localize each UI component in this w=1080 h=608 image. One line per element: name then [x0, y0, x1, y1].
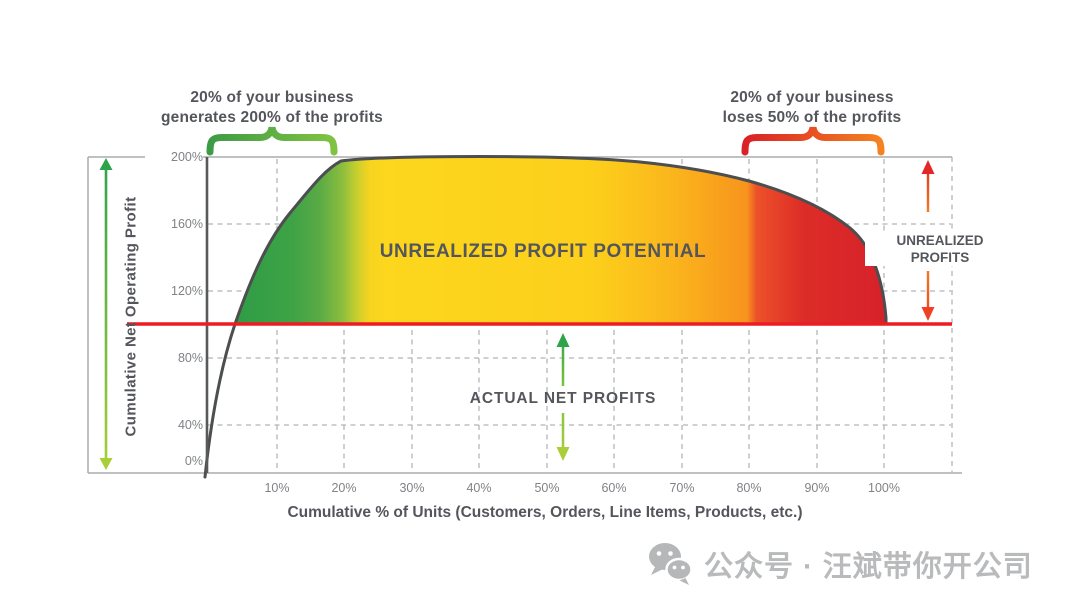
unrealized-profits-up-arrow [921, 160, 935, 212]
x-tick-40: 40% [466, 481, 492, 495]
x-tick-30: 30% [399, 481, 425, 495]
annotation-top-left: 20% of your business generates 200% of t… [102, 88, 442, 127]
x-tick-50: 50% [534, 481, 560, 495]
x-tick-100: 100% [868, 481, 900, 495]
x-tick-70: 70% [669, 481, 695, 495]
x-axis-title: Cumulative % of Units (Customers, Orders… [287, 504, 803, 521]
annotation-top-right-line1: 20% of your business [730, 89, 894, 106]
unrealized-profits-down-arrow [921, 271, 935, 321]
x-tick-10: 10% [264, 481, 290, 495]
unrealized-profits-line1: UNREALIZED [896, 233, 984, 248]
y-tick-40: 40% [145, 417, 203, 433]
watermark-text: 公众号 · 汪斌带你开公司 [704, 551, 1033, 583]
whale-curve [203, 154, 888, 479]
y-tick-0: 0% [145, 453, 203, 469]
x-tick-80: 80% [736, 481, 762, 495]
unrealized-profits-line2: PROFITS [910, 249, 970, 265]
y-tick-120: 120% [145, 283, 203, 299]
y-axis-title: Cumulative Net Operating Profit [122, 196, 140, 437]
x-tick-20: 20% [331, 481, 357, 495]
whale-area [235, 156, 886, 324]
left-brace [206, 126, 338, 156]
y-tick-80: 80% [145, 350, 203, 366]
x-tick-60: 60% [601, 481, 627, 495]
actual-net-profits-label: ACTUAL NET PROFITS [469, 390, 657, 407]
y-tick-200: 200% [145, 149, 203, 165]
y-tick-160: 160% [145, 216, 203, 232]
annotation-top-right-line2: loses 50% of the profits [722, 108, 902, 126]
actual-net-profits-up-arrow [556, 333, 570, 386]
annotation-top-left-line2: generates 200% of the profits [161, 108, 383, 126]
wechat-icon [649, 543, 693, 585]
right-brace [741, 126, 885, 156]
annotation-top-right: 20% of your business loses 50% of the pr… [642, 88, 982, 127]
y-axis-range-arrow [99, 158, 113, 470]
actual-net-profits-down-arrow [556, 413, 570, 461]
watermark: 公众号 · 汪斌带你开公司 [646, 541, 1033, 587]
unrealized-profits-label: UNREALIZED PROFITS [865, 233, 1015, 266]
annotation-top-left-line1: 20% of your business [190, 89, 354, 106]
unrealized-profit-potential-label: UNREALIZED PROFIT POTENTIAL [379, 241, 707, 262]
x-tick-90: 90% [804, 481, 830, 495]
